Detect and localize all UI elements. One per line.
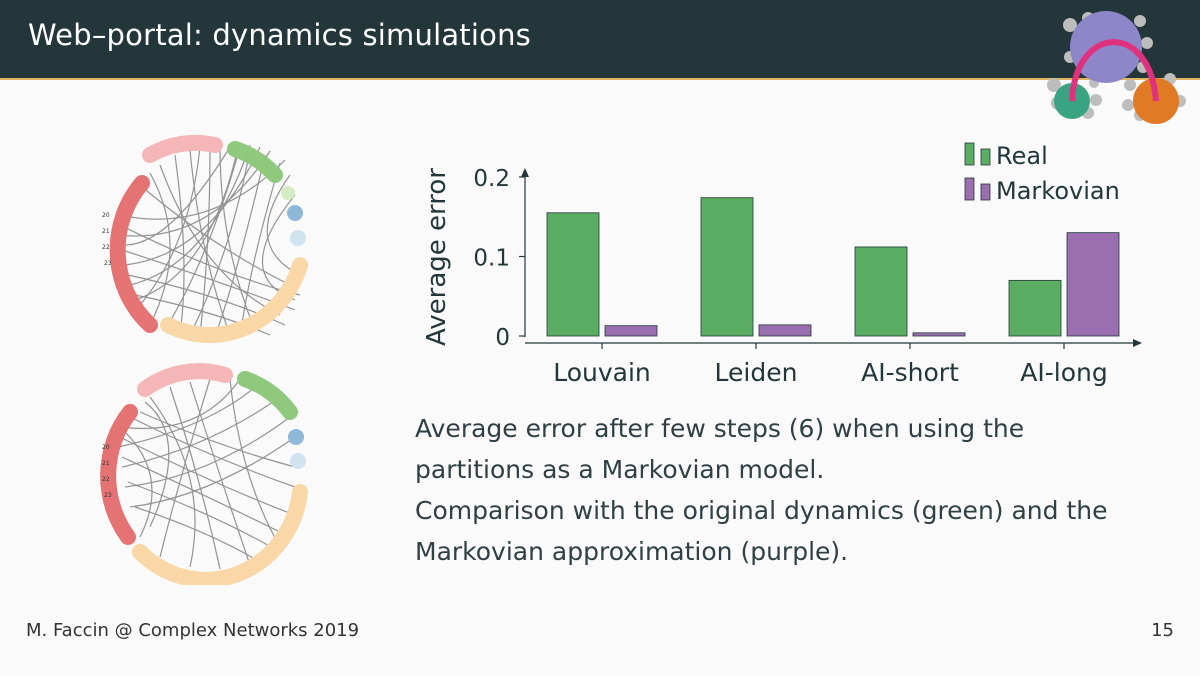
caption-line: Average error after few steps (6) when u…	[415, 414, 1025, 443]
diagram-bottom-label: 23	[104, 492, 112, 499]
y-axis-arrow	[521, 168, 529, 177]
y-axis-label: Average error	[422, 168, 452, 346]
x-tick-labels: Louvain Leiden AI-short AI-long	[553, 343, 1108, 387]
header-accent-rule	[0, 78, 1200, 80]
chord-diagrams-icon: 20 21 22 23	[100, 134, 308, 585]
legend-swatch	[980, 183, 991, 201]
diagram-bottom-label: 20	[102, 444, 110, 451]
legend-swatch	[964, 142, 975, 166]
slide-title: Web–portal: dynamics simulations	[28, 18, 531, 52]
caption-line: Markovian approximation (purple).	[415, 537, 849, 566]
bar-real-louvain	[546, 212, 600, 337]
diagram-top-label: 22	[102, 244, 110, 251]
x-tick-label: Louvain	[553, 358, 651, 387]
diagram-top-label: 20	[102, 212, 110, 219]
bar-real-leiden	[700, 197, 754, 337]
x-tick-label: Leiden	[715, 358, 798, 387]
x-tick-label: AI-short	[861, 358, 959, 387]
x-tick-label: AI-long	[1020, 358, 1107, 387]
diagram-top-label: 21	[102, 228, 110, 235]
legend-swatch	[964, 177, 975, 201]
legend-label: Markovian	[996, 177, 1120, 205]
y-ticks: 0 0.1 0.2	[473, 166, 525, 351]
chart-bars	[546, 197, 1120, 337]
y-tick-label: 0.1	[473, 246, 510, 272]
bar-markovian-ai-short	[912, 332, 966, 337]
legend-swatch	[980, 148, 991, 166]
legend-label: Real	[996, 142, 1048, 170]
bar-real-ai-short	[854, 246, 908, 337]
caption: Average error after few steps (6) when u…	[415, 408, 1175, 572]
header-bar	[0, 0, 1200, 78]
y-tick-label: 0.2	[473, 166, 510, 192]
chord-diagram-bottom: 20 21 22 23	[100, 363, 308, 585]
average-error-bar-chart: 0 0.1 0.2 Louvain Leiden AI-short AI-long Ave…	[422, 142, 1142, 387]
diagram-bottom-label: 22	[102, 476, 110, 483]
footer-author: M. Faccin @ Complex Networks 2019	[26, 620, 360, 641]
caption-line: partitions as a Markovian model.	[415, 455, 825, 484]
network-logo-icon	[1047, 11, 1186, 124]
bar-markovian-ai-long	[1066, 232, 1120, 337]
diagram-bottom-label: 21	[102, 460, 110, 467]
diagram-top-label: 23	[104, 260, 112, 267]
chord-diagram-top: 20 21 22 23	[102, 134, 308, 343]
bar-markovian-leiden	[758, 324, 812, 337]
y-tick-label: 0	[495, 325, 510, 351]
bar-markovian-louvain	[604, 325, 658, 337]
chart-legend: Real Markovian	[964, 142, 1120, 205]
page-number: 15	[1151, 620, 1174, 641]
bar-real-ai-long	[1008, 279, 1062, 337]
caption-line: Comparison with the original dynamics (g…	[415, 496, 1108, 525]
x-axis-arrow	[1133, 339, 1142, 347]
